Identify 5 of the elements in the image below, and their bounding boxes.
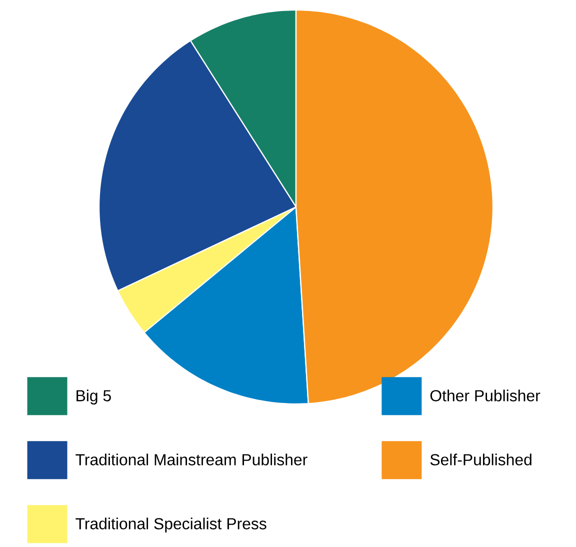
legend-label: Big 5 bbox=[76, 390, 111, 405]
legend-label: Traditional Specialist Press bbox=[76, 518, 266, 533]
legend-label: Other Publisher bbox=[430, 390, 540, 402]
legend-label: Traditional Mainstream Publisher bbox=[76, 454, 308, 466]
legend-label: Self-Published bbox=[430, 454, 532, 466]
